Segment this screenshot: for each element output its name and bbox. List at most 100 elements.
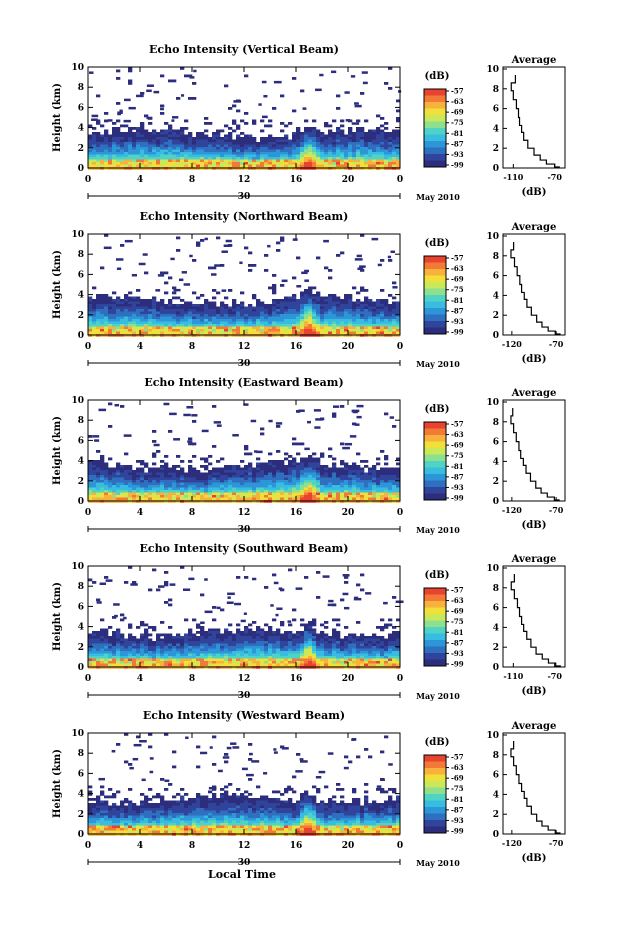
y-tick-label: 6	[78, 769, 84, 779]
side-x-label: (dB)	[522, 520, 547, 531]
colorbar-frame	[423, 587, 447, 667]
colorbar-tick-label: -69	[451, 441, 464, 450]
chart-panel-4: Echo Intensity (Southward Beam)0 4 8 12 16 20…	[52, 542, 566, 701]
y-tick-label: 2	[78, 810, 84, 820]
x-tick-label: 8	[189, 841, 195, 851]
colorbar-segment	[424, 295, 446, 302]
colorbar-tick-label: -63	[451, 430, 464, 439]
y-axis-label: Height (km)	[52, 749, 63, 818]
colorbar-segment	[424, 435, 446, 442]
side-y-tick-label: 8	[493, 85, 499, 95]
colorbar-tick-label: -63	[451, 97, 464, 106]
side-y-tick-label: 2	[493, 643, 499, 653]
chart-panel-1: Echo Intensity (Vertical Beam)0 4 8 12 16 20 0…	[52, 43, 566, 202]
date-label: May 2010	[416, 525, 460, 535]
side-x-tick-label: -110	[503, 172, 523, 182]
x-axis-label: Local Time	[208, 868, 276, 881]
y-axis-label: Height (km)	[52, 250, 63, 319]
colorbar-segment	[424, 614, 446, 621]
x-tick-label: 16	[290, 342, 303, 352]
colorbar-tick-label: -63	[451, 763, 464, 772]
side-x-tick-label: -120	[502, 339, 522, 349]
x-tick-label: 12	[238, 674, 251, 684]
side-y-tick-label: 2	[493, 477, 499, 487]
colorbar-segment	[424, 108, 446, 116]
colorbar-segment	[424, 807, 446, 814]
colorbar-unit: (dB)	[425, 404, 450, 415]
colorbar-tick-label: -75	[451, 118, 464, 127]
side-y-tick-label: 6	[493, 272, 499, 282]
colorbar-segment	[424, 601, 446, 608]
colorbar-tick-label: -57	[451, 586, 464, 595]
side-y-tick-label: 8	[493, 751, 499, 761]
colorbar-segment	[424, 781, 446, 788]
colorbar-segment	[424, 620, 446, 628]
date-label: May 2010	[416, 192, 460, 202]
colorbar-tick-label: -75	[451, 617, 464, 626]
chart-panel-5: Echo Intensity (Westward Beam)0 4 8 12 16 20 0…	[52, 709, 566, 868]
side-y-tick-label: 10	[486, 564, 499, 574]
colorbar-segment	[424, 269, 446, 276]
x-tick-label: 0	[397, 841, 403, 851]
x-tick-label: 0	[397, 508, 403, 518]
side-frame	[502, 565, 566, 668]
colorbar-frame	[423, 421, 447, 501]
colorbar-segment	[424, 755, 446, 762]
colorbar-segment	[424, 134, 446, 142]
colorbar-tick-label: -81	[451, 129, 464, 138]
side-title: Average	[511, 222, 557, 233]
colorbar-segment	[424, 826, 446, 834]
side-title: Average	[511, 721, 557, 732]
colorbar-segment	[424, 813, 446, 821]
side-frame	[502, 732, 566, 835]
y-tick-label: 4	[78, 623, 84, 633]
colorbar-tick-label: -75	[451, 451, 464, 460]
y-tick-label: 4	[78, 291, 84, 301]
side-x-tick-label: -70	[549, 505, 564, 515]
colorbar-segment	[424, 115, 446, 122]
side-x-label: (dB)	[522, 354, 547, 365]
colorbar-tick-label: -69	[451, 774, 464, 783]
heatmap-cells	[88, 566, 404, 669]
colorbar-frame	[423, 754, 447, 834]
side-frame	[502, 233, 566, 336]
x-tick-label: 4	[137, 508, 143, 518]
y-tick-label: 10	[71, 230, 84, 240]
side-frame	[502, 66, 566, 169]
heatmap-cells	[88, 402, 401, 503]
colorbar-segment	[424, 121, 446, 129]
colorbar-segment	[424, 761, 446, 769]
colorbar-segment	[424, 594, 446, 602]
colorbar-segment	[424, 633, 446, 641]
side-y-tick-label: 2	[493, 311, 499, 321]
colorbar-segment	[424, 627, 446, 634]
chart-panel-2: Echo Intensity (Northward Beam)0 4 8 12 16 20…	[52, 210, 566, 369]
side-title: Average	[511, 55, 557, 66]
side-x-tick-label: -70	[549, 339, 564, 349]
colorbar-segment	[424, 588, 446, 595]
heatmap-cells	[88, 733, 401, 836]
colorbar-segment	[424, 308, 446, 315]
y-axis-label: Height (km)	[52, 83, 63, 152]
date-label: May 2010	[416, 858, 460, 868]
side-y-tick-label: 8	[493, 584, 499, 594]
chart-panel-3: Echo Intensity (Eastward Beam)0 4 8 12 16 20 0…	[52, 376, 566, 535]
side-x-label: (dB)	[522, 686, 547, 697]
colorbar-tick-label: -57	[451, 420, 464, 429]
side-x-tick-label: -120	[502, 505, 522, 515]
colorbar-tick-label: -87	[451, 139, 464, 148]
colorbar-tick-label: -93	[451, 816, 464, 825]
colorbar-segment	[424, 428, 446, 436]
x-tick-label: 0	[397, 175, 403, 185]
average-profile-line	[510, 241, 561, 335]
colorbar-unit: (dB)	[425, 570, 450, 581]
colorbar-segment	[424, 493, 446, 501]
day-label: 30	[238, 359, 251, 369]
colorbar-segment	[424, 653, 446, 660]
x-tick-label: 0	[397, 674, 403, 684]
colorbar-tick-label: -99	[451, 660, 464, 669]
side-y-tick-label: 4	[493, 291, 499, 301]
side-y-tick-label: 0	[493, 663, 499, 673]
chart-title: Echo Intensity (Westward Beam)	[143, 709, 345, 722]
colorbar-segment	[424, 441, 446, 449]
